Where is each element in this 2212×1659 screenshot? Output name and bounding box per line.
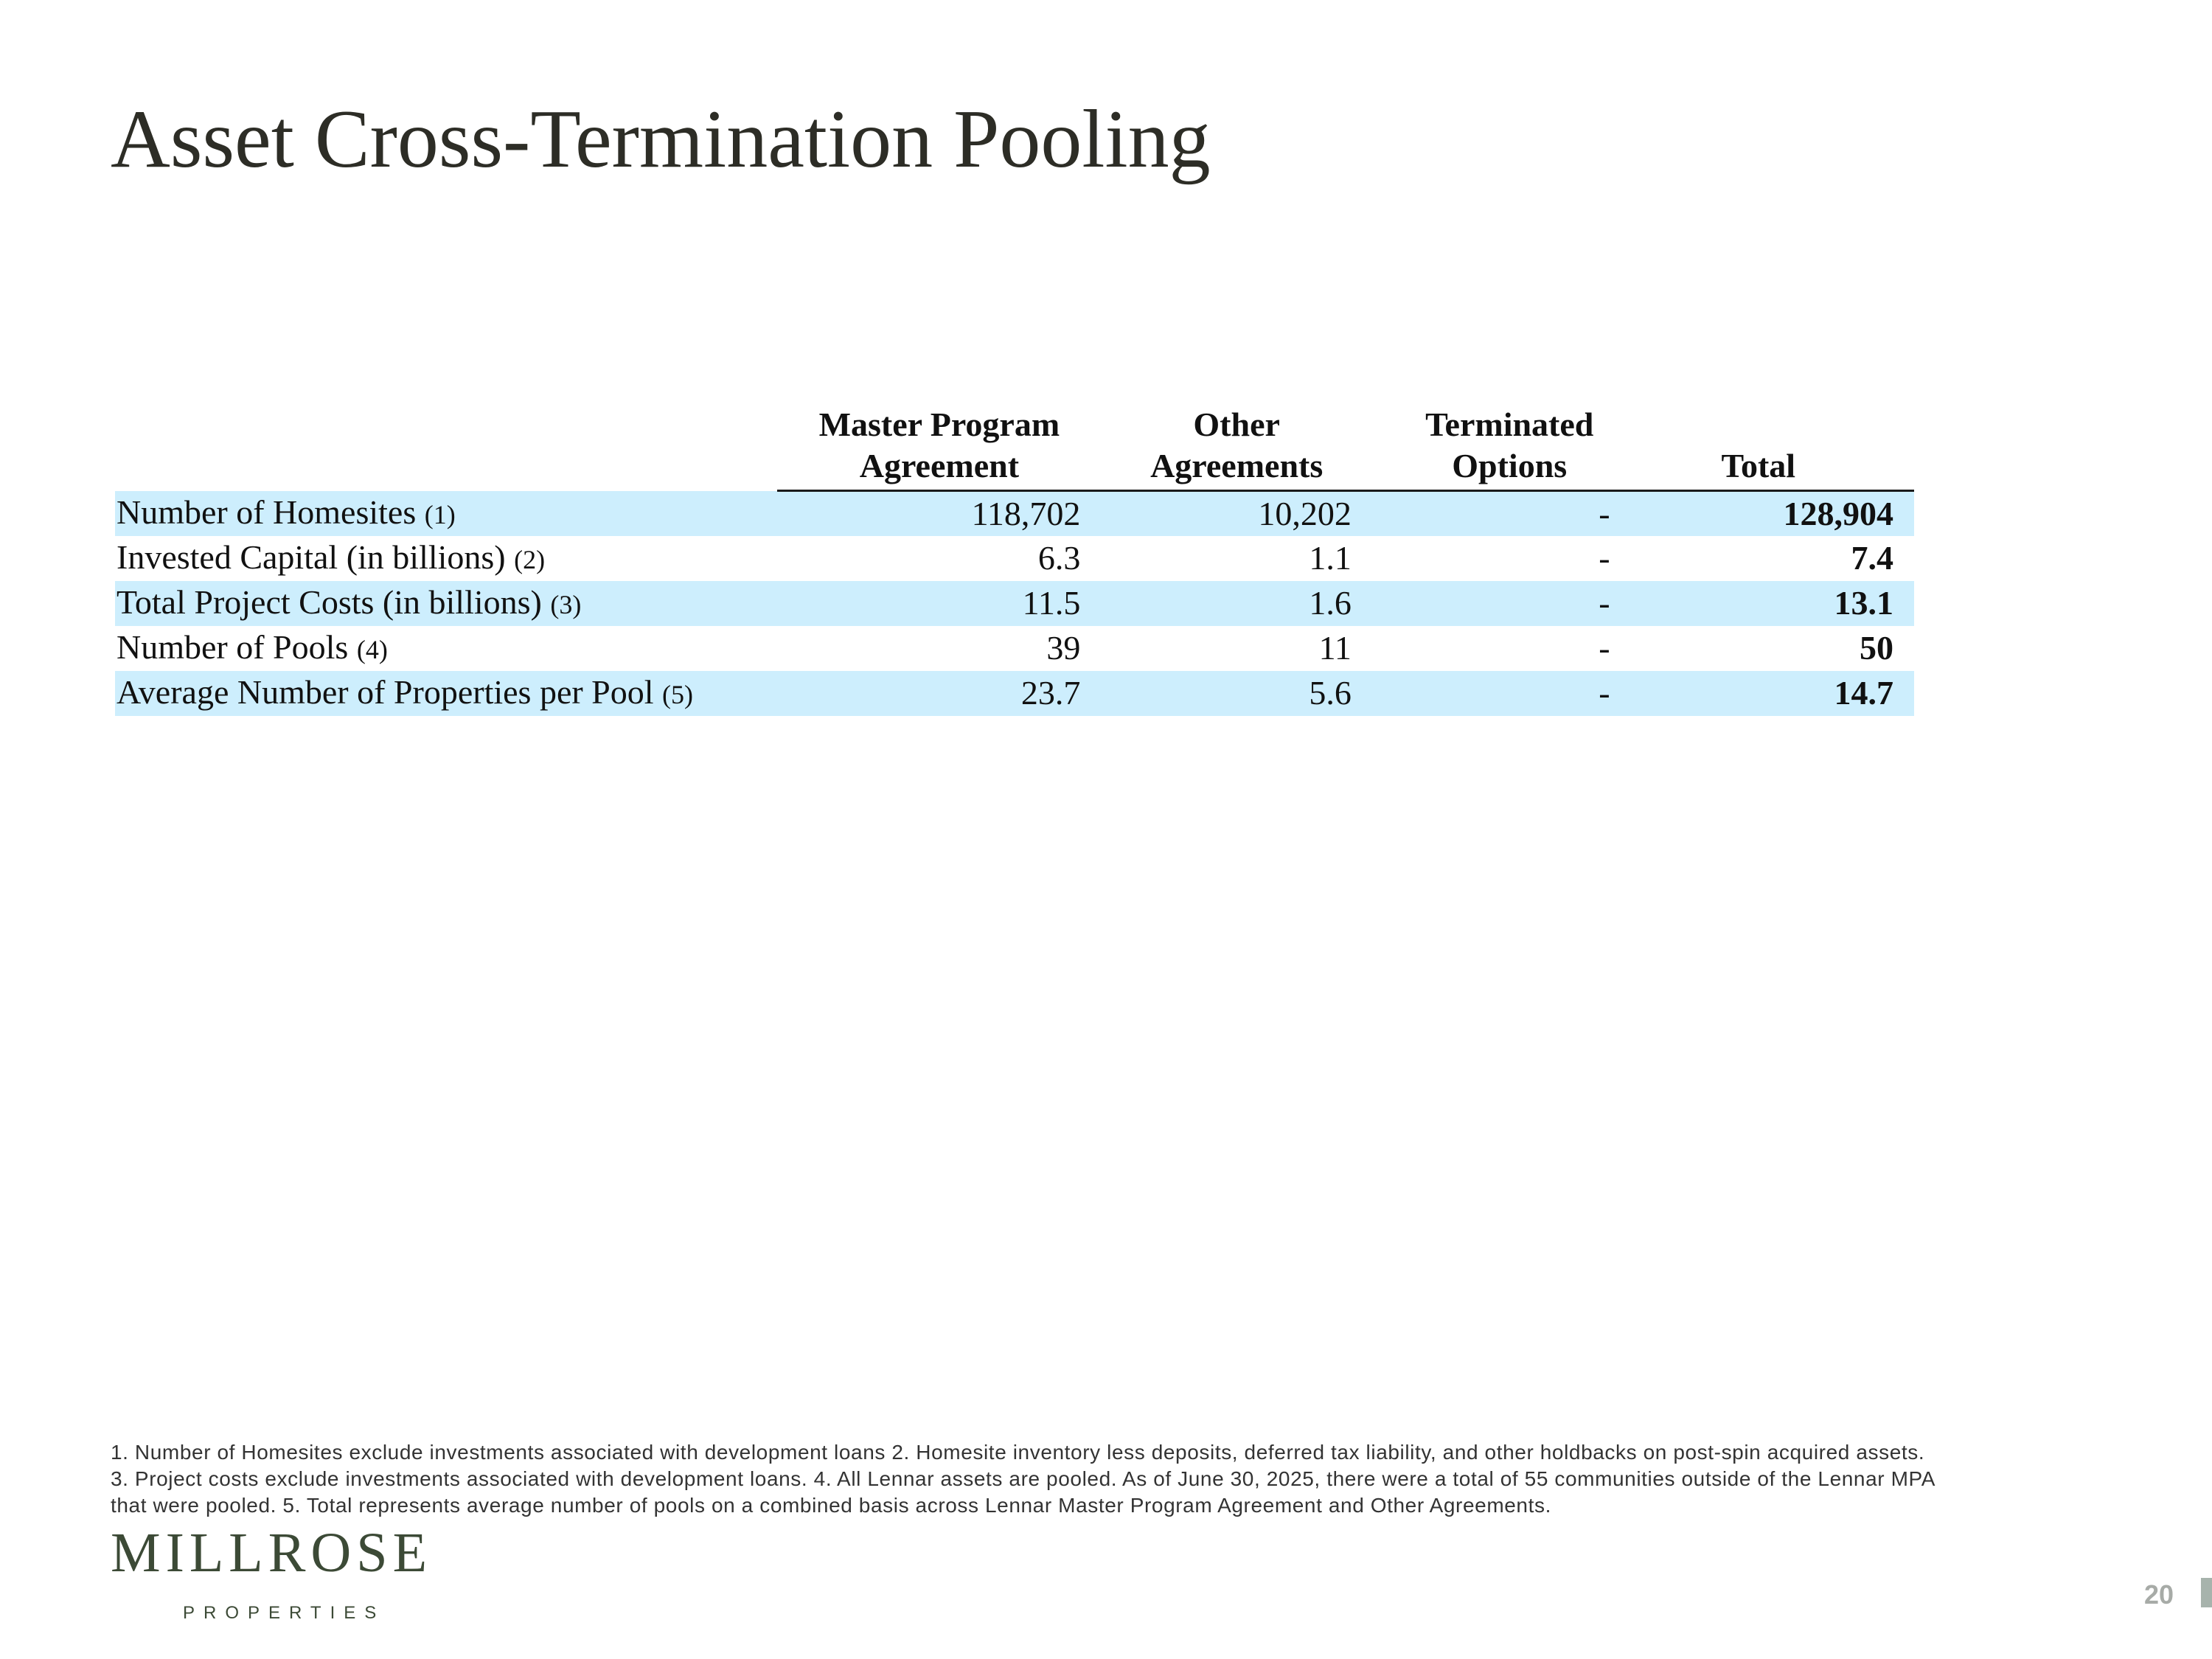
row-label: Number of Pools [116,627,349,666]
table-row: Number of Homesites (1) 118,702 10,202-128… [115,490,1914,536]
cell-master-program-agreement: 11.5 [777,580,1102,626]
page-tab-marker [2201,1578,2212,1607]
table-row: Invested Capital (in billions) (2) 6.3 1.1… [115,536,1914,581]
logo-wordmark: MILLROSE [111,1522,432,1584]
footnote-reference: (5) [662,679,694,709]
row-label: Total Project Costs (in billions) [116,582,542,621]
table-row: Total Project Costs (in billions) (3) 11.… [115,580,1914,626]
pooling-table-container: Master Program Agreement Other Agreements … [115,404,1914,716]
logo-subtitle: PROPERTIES [183,1603,386,1623]
header-label-column [115,404,777,491]
slide-title: Asset Cross-Termination Pooling [111,94,1211,185]
row-label-cell: Average Number of Properties per Pool (5… [115,670,778,716]
footnote-reference: (1) [424,499,456,529]
cell-total: 13.1 [1646,580,1914,626]
row-label-cell: Invested Capital (in billions) (2) [115,536,777,581]
cell-terminated-options: - [1599,629,1610,667]
cell-other-agreements: 1.6 [1101,580,1372,626]
header-terminated-options: Terminated Options [1371,404,1647,492]
header-total: Total [1646,404,1914,492]
table-row: Average Number of Properties per Pool (5… [115,670,1914,716]
cell-total: 50 [1860,629,1893,667]
cell-total: 14.7 [1646,670,1914,716]
row-label-cell: Number of Pools (4) [115,626,777,671]
cell-terminated-options: - [1371,580,1647,626]
cell-other-agreements: 10,202 [1101,490,1372,536]
row-label: Average Number of Properties per Pool [116,672,654,711]
table-body: Number of Homesites (1) 118,702 10,202-128… [115,490,1914,716]
row-label-cell: Number of Homesites (1) [115,490,778,536]
pooling-table: Master Program Agreement Other Agreements … [115,404,1914,716]
cell-terminated-options: - [1371,670,1647,716]
footnote-reference: (3) [550,589,582,619]
cell-master-program-agreement: 118,702 [777,490,1102,536]
cell-terminated-options: - [1599,539,1610,577]
company-logo: MILLROSE PROPERTIES [111,1525,435,1624]
cell-terminated-options: - [1371,490,1647,536]
cell-master-program-agreement: 39 [1046,629,1081,667]
footnote-line: 3. Project costs exclude investments ass… [111,1467,1935,1490]
cell-other-agreements: 5.6 [1101,670,1372,716]
cell-other-agreements: 11 [1318,629,1352,667]
row-label: Number of Homesites [116,493,417,531]
header-master-program-agreement: Master Program Agreement [777,404,1102,492]
page-number: 20 [2143,1579,2174,1610]
footnote-line: that were pooled. 5. Total represents av… [111,1494,1551,1517]
table-header-row: Master Program Agreement Other Agreements … [115,404,1914,492]
row-label-cell: Total Project Costs (in billions) (3) [115,580,778,626]
footnotes: 1. Number of Homesites exclude investmen… [111,1439,2116,1519]
table-row: Number of Pools (4) 39 11 - 50 [115,626,1914,671]
footnote-reference: (4) [356,634,388,664]
cell-total: 7.4 [1851,539,1894,577]
cell-total: 128,904 [1646,490,1914,536]
header-other-agreements: Other Agreements [1101,404,1372,492]
row-label: Invested Capital (in billions) [116,538,506,576]
cell-master-program-agreement: 23.7 [777,670,1102,716]
footnote-reference: (2) [514,544,546,574]
footnote-line: 1. Number of Homesites exclude investmen… [111,1441,1925,1464]
cell-master-program-agreement: 6.3 [1037,539,1081,577]
cell-other-agreements: 1.1 [1309,539,1352,577]
